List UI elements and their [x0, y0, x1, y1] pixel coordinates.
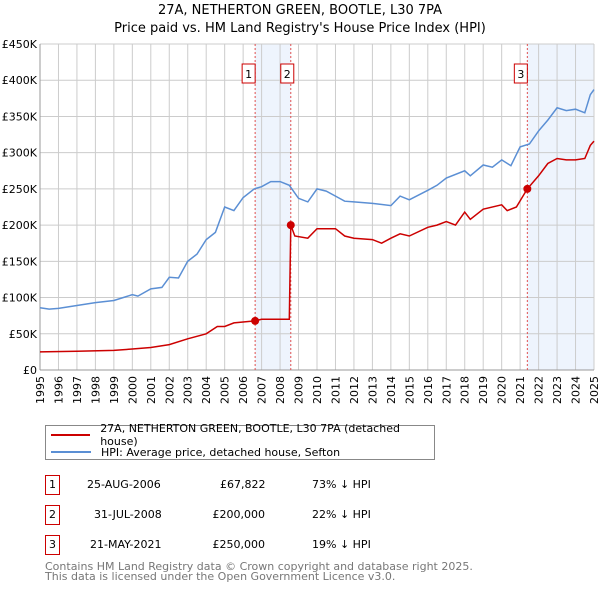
x-tick-label: 2020 [496, 376, 509, 404]
x-tick-label: 2012 [348, 376, 361, 404]
y-tick-label: £0 [23, 364, 37, 377]
transaction-row: 3 21-MAY-2021 £250,000 19% ↓ HPI [45, 535, 465, 555]
transaction-badge: 1 [45, 475, 60, 495]
legend-item-hpi: HPI: Average price, detached house, Seft… [51, 444, 340, 460]
chart-subtitle: Price paid vs. HM Land Registry's House … [114, 21, 486, 36]
legend-label-hpi: HPI: Average price, detached house, Seft… [101, 445, 341, 459]
sale-point [286, 221, 295, 230]
x-tick-label: 2016 [422, 376, 435, 404]
x-tick-label: 1997 [71, 376, 84, 404]
x-tick-label: 2001 [145, 376, 158, 404]
x-tick-label: 2011 [329, 376, 342, 404]
transaction-hpi: 19% ↓ HPI [312, 538, 371, 551]
transaction-price: £200,000 [212, 508, 266, 521]
y-tick-label: £150K [2, 255, 38, 268]
sale-badge-label: 3 [517, 68, 524, 81]
y-tick-label: £50K [9, 328, 38, 341]
legend: 27A, NETHERTON GREEN, BOOTLE, L30 7PA (d… [45, 422, 435, 460]
x-tick-label: 2024 [570, 376, 583, 404]
sale-badge-label: 1 [245, 68, 252, 81]
x-tick-label: 2007 [256, 376, 269, 404]
price-line [39, 140, 595, 353]
sale-point [251, 316, 260, 325]
transaction-price: £250,000 [212, 538, 266, 551]
legend-swatch-hpi [51, 451, 91, 453]
y-tick-label: £250K [2, 183, 38, 196]
y-tick-label: £200K [2, 219, 38, 232]
x-tick-label: 2010 [311, 376, 324, 404]
transaction-row: 2 31-JUL-2008 £200,000 22% ↓ HPI [45, 505, 465, 525]
y-tick-label: £100K [2, 292, 38, 305]
x-tick-label: 2018 [459, 376, 472, 404]
footer-licence: This data is licensed under the Open Gov… [45, 570, 396, 583]
x-tick-label: 2008 [274, 376, 287, 404]
x-tick-label: 2019 [477, 376, 490, 404]
sale-point [523, 184, 532, 193]
y-tick-label: £450K [2, 38, 38, 51]
y-tick-label: £350K [2, 110, 38, 123]
x-tick-label: 2013 [366, 376, 379, 404]
transaction-hpi: 22% ↓ HPI [312, 508, 371, 521]
x-tick-label: 2003 [182, 376, 195, 404]
transaction-hpi: 73% ↓ HPI [312, 478, 371, 491]
transaction-date: 25-AUG-2006 [87, 478, 161, 491]
transaction-date: 31-JUL-2008 [94, 508, 162, 521]
x-tick-label: 2021 [514, 376, 527, 404]
y-tick-label: £400K [2, 74, 38, 87]
sale-badge-label: 2 [284, 68, 291, 81]
x-tick-label: 2022 [533, 376, 546, 404]
transaction-date: 21-MAY-2021 [90, 538, 162, 551]
hpi-line [39, 89, 595, 310]
shaded-range [527, 44, 594, 370]
footer-copyright: Contains HM Land Registry data © Crown c… [45, 560, 473, 573]
chart-title: 27A, NETHERTON GREEN, BOOTLE, L30 7PA [157, 3, 443, 18]
transaction-row: 1 25-AUG-2006 £67,822 73% ↓ HPI [45, 475, 465, 495]
x-tick-label: 2015 [403, 376, 416, 404]
legend-item-price: 27A, NETHERTON GREEN, BOOTLE, L30 7PA (d… [51, 422, 434, 448]
y-tick-label: £300K [2, 147, 38, 160]
x-tick-label: 1995 [34, 376, 47, 404]
legend-label-price: 27A, NETHERTON GREEN, BOOTLE, L30 7PA (d… [100, 422, 400, 448]
x-tick-label: 2014 [385, 376, 398, 404]
x-tick-label: 2025 [588, 376, 600, 404]
x-tick-label: 2004 [200, 376, 213, 404]
transaction-price: £67,822 [220, 478, 266, 491]
x-tick-label: 2006 [237, 376, 250, 404]
x-tick-label: 1996 [52, 376, 65, 404]
x-tick-label: 2000 [126, 376, 139, 404]
transaction-badge: 2 [45, 505, 60, 525]
sale-badge [513, 63, 528, 84]
x-tick-label: 2023 [551, 376, 564, 404]
shaded-range [255, 44, 291, 370]
price-chart: 1995 1996 1997 1998 1999 2000 2001 2002 2003 2004… [2, 38, 600, 404]
x-tick-label: 2005 [219, 376, 232, 404]
sale-badge [241, 63, 256, 84]
transaction-badge: 3 [45, 535, 60, 555]
x-tick-label: 2002 [163, 376, 176, 404]
x-tick-label: 2009 [293, 376, 306, 404]
x-tick-label: 1998 [89, 376, 102, 404]
sale-badge [280, 63, 295, 84]
x-tick-label: 2017 [440, 376, 453, 404]
legend-swatch-price [51, 434, 91, 436]
x-tick-label: 1999 [108, 376, 121, 404]
